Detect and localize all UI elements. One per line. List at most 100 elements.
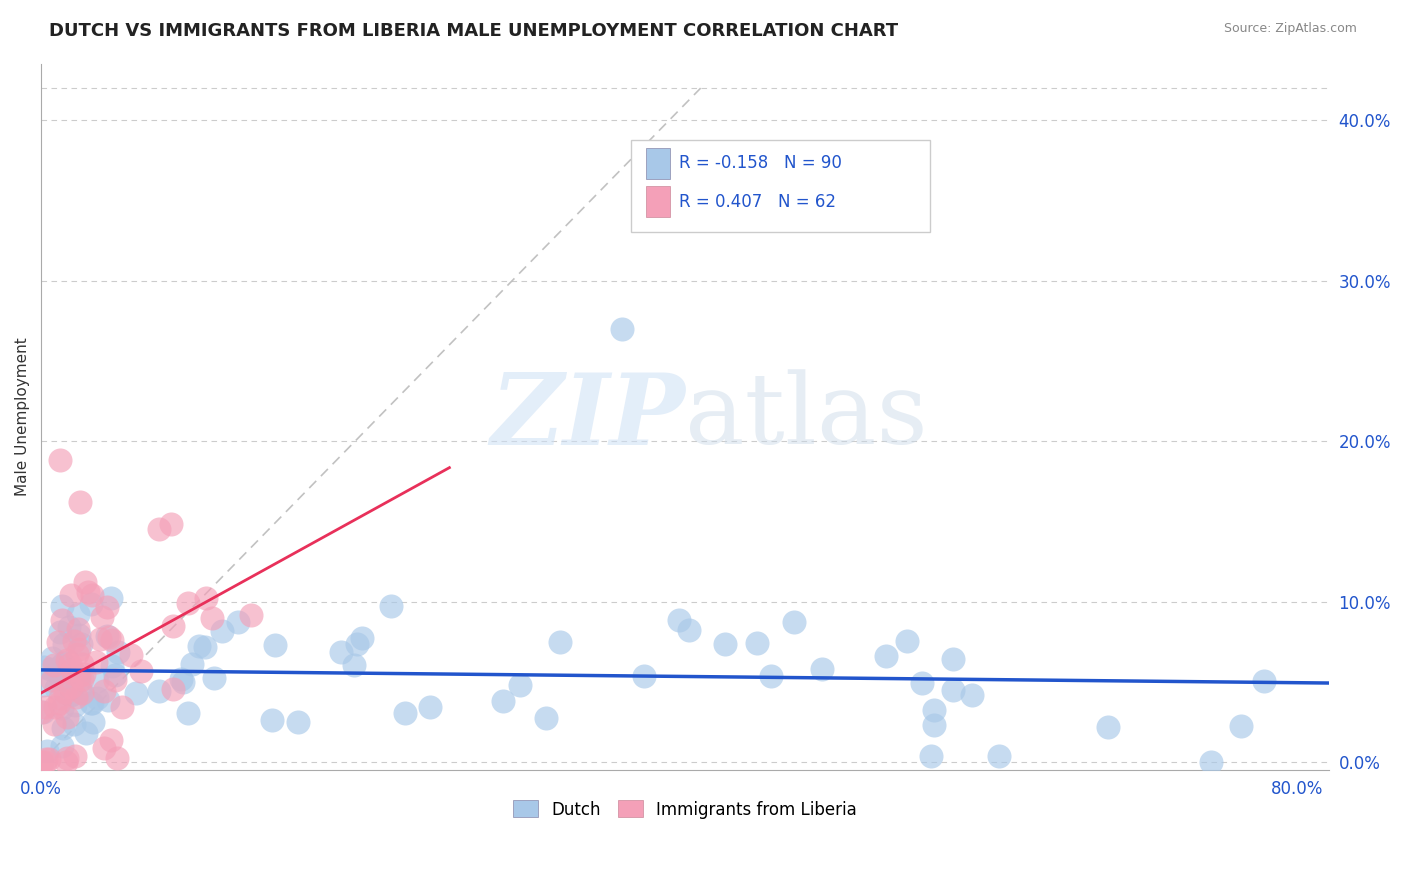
Point: [105, 750, 128, 764]
Point: [1199, 755, 1222, 769]
Point: [100, 632, 122, 647]
Legend: Dutch, Immigrants from Liberia: Dutch, Immigrants from Liberia: [506, 794, 863, 825]
Point: [194, 640, 217, 655]
Point: [55, 750, 77, 764]
Point: [31, 755, 53, 769]
Point: [110, 699, 132, 714]
Point: [239, 608, 262, 623]
Point: [678, 623, 700, 637]
Y-axis label: Male Unemployment: Male Unemployment: [15, 338, 30, 497]
Point: [66, 647, 89, 661]
Point: [37, 744, 59, 758]
Point: [350, 631, 373, 645]
Point: [343, 657, 366, 672]
Point: [63, 716, 86, 731]
Point: [80, 597, 103, 611]
Point: [53, 637, 76, 651]
Point: [69, 495, 91, 509]
Point: [38, 751, 60, 765]
Point: [53, 685, 76, 699]
Point: [1230, 719, 1253, 733]
Point: [202, 671, 225, 685]
Point: [52, 656, 75, 670]
Point: [51, 701, 73, 715]
Point: [66, 607, 89, 622]
Point: [32, 705, 55, 719]
Text: ZIP: ZIP: [489, 368, 685, 466]
Point: [176, 706, 198, 721]
Point: [82, 696, 104, 710]
Point: [67, 669, 90, 683]
Point: [745, 636, 768, 650]
Point: [160, 516, 183, 531]
Point: [86, 655, 108, 669]
Point: [69, 681, 91, 695]
Point: [49, 672, 72, 686]
Point: [30, 705, 52, 719]
Text: R = 0.407   N = 62: R = 0.407 N = 62: [679, 193, 837, 211]
Point: [226, 615, 249, 629]
Point: [107, 645, 129, 659]
Point: [875, 648, 897, 663]
Point: [896, 633, 918, 648]
Point: [346, 637, 368, 651]
Point: [70, 686, 93, 700]
Point: [201, 611, 224, 625]
Point: [941, 682, 963, 697]
Point: [55, 755, 77, 769]
Text: R = -0.158   N = 90: R = -0.158 N = 90: [679, 154, 842, 172]
Point: [63, 748, 86, 763]
Point: [60, 663, 83, 677]
Point: [394, 706, 416, 720]
Point: [120, 648, 142, 663]
Point: [59, 680, 82, 694]
Point: [90, 609, 112, 624]
Point: [63, 698, 86, 713]
Point: [67, 622, 90, 636]
Point: [67, 669, 90, 683]
Point: [960, 688, 983, 702]
Point: [783, 615, 806, 630]
Point: [41, 673, 63, 687]
Point: [35, 752, 58, 766]
Point: [82, 714, 104, 729]
Point: [610, 322, 633, 336]
Point: [89, 632, 111, 647]
Point: [72, 666, 94, 681]
Point: [93, 683, 115, 698]
Point: [73, 575, 96, 590]
Point: [44, 658, 66, 673]
Point: [49, 691, 72, 706]
Point: [101, 658, 124, 673]
Point: [48, 696, 70, 710]
Point: [97, 693, 120, 707]
Text: Source: ZipAtlas.com: Source: ZipAtlas.com: [1223, 22, 1357, 36]
Point: [129, 665, 152, 679]
Point: [59, 688, 82, 702]
Point: [66, 676, 89, 690]
Point: [44, 700, 66, 714]
Point: [287, 714, 309, 729]
Point: [41, 650, 63, 665]
Text: atlas: atlas: [685, 369, 928, 465]
Point: [69, 628, 91, 642]
Point: [942, 652, 965, 666]
Point: [264, 639, 287, 653]
Point: [104, 673, 127, 687]
Point: [34, 660, 56, 674]
Point: [55, 710, 77, 724]
Point: [63, 634, 86, 648]
Point: [492, 694, 515, 708]
Point: [177, 596, 200, 610]
Point: [63, 666, 86, 681]
Point: [811, 662, 834, 676]
Point: [509, 678, 531, 692]
Point: [38, 662, 60, 676]
Point: [548, 635, 571, 649]
Point: [260, 713, 283, 727]
Point: [56, 653, 79, 667]
Point: [75, 725, 97, 739]
Point: [60, 588, 83, 602]
Point: [51, 739, 73, 753]
Point: [1097, 720, 1119, 734]
